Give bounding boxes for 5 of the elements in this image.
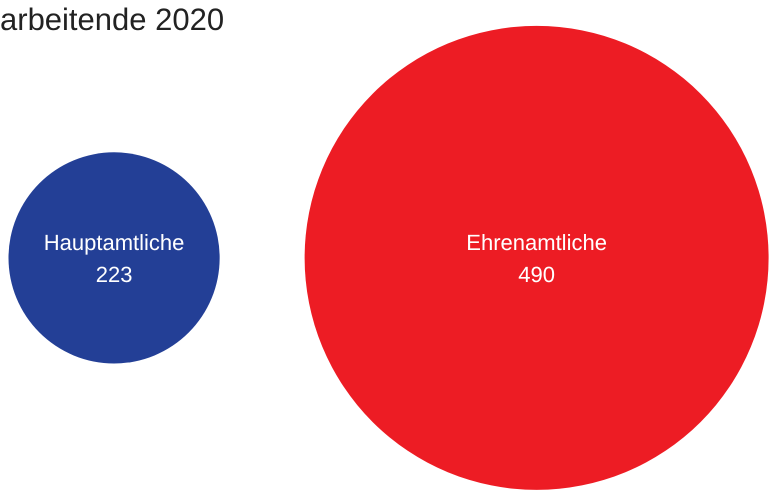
category-label: Hauptamtliche bbox=[44, 230, 184, 255]
data-label: 223 bbox=[96, 262, 132, 287]
data-label: 490 bbox=[518, 262, 555, 287]
category-label: Ehrenamtliche bbox=[466, 230, 607, 255]
text: arbeitende 2020 bbox=[0, 2, 224, 38]
